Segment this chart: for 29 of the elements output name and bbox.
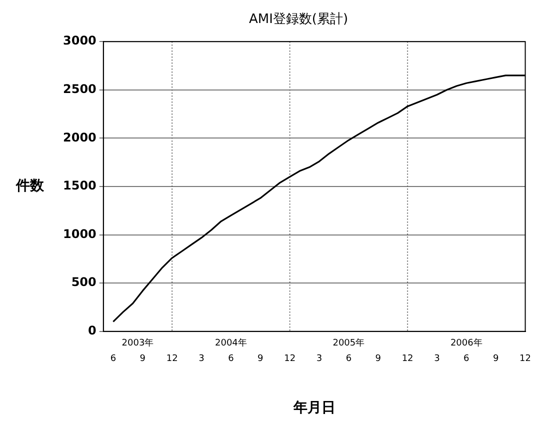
x-tick-label: 3: [198, 354, 204, 364]
x-tick-label: 6: [228, 354, 234, 364]
x-tick-label: 3: [316, 354, 322, 364]
y-tick-label: 3000: [62, 34, 96, 48]
chart-title: AMI登録数(累計): [248, 12, 348, 28]
x-tick-label: 9: [258, 354, 264, 364]
y-tick-label: 0: [88, 324, 96, 338]
x-tick-label: 9: [492, 354, 499, 364]
text: 2006年: [450, 338, 482, 349]
y-axis-title: 件数: [15, 178, 45, 194]
x-tick-label: 12: [284, 354, 296, 364]
y-tick-label: 2000: [62, 130, 96, 144]
y-tick-label: 1000: [62, 226, 96, 241]
y-tick-label: 1500: [62, 178, 96, 193]
x-tick-label: 9: [375, 354, 382, 364]
text: 2005年: [332, 338, 365, 349]
x-axis-title: 年月日: [292, 400, 336, 416]
x-tick-label: 12: [166, 354, 178, 364]
x-tick-label: 3: [434, 354, 440, 364]
x-tick-label: 6: [110, 354, 116, 364]
y-tick-label: 2500: [62, 82, 96, 96]
text: 2003年: [122, 338, 154, 349]
x-tick-label: 9: [140, 354, 146, 364]
text: 2004年: [214, 338, 247, 349]
y-tick-label: 500: [71, 275, 96, 290]
x-tick-label: 6: [464, 354, 470, 364]
x-tick-label: 12: [402, 354, 414, 364]
x-tick-label: 6: [346, 354, 352, 364]
x-tick-label: 12: [520, 354, 531, 364]
